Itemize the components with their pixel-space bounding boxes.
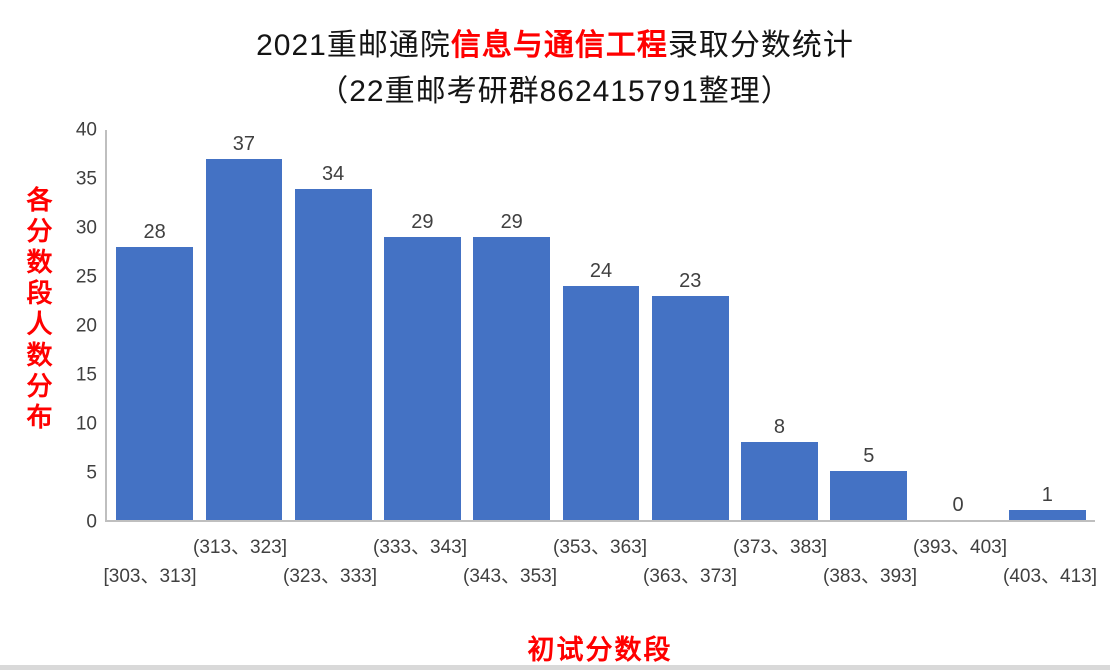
x-tick-label: (313、323] bbox=[192, 537, 288, 558]
x-tick-label: (393、403] bbox=[912, 537, 1008, 558]
bar-value-label: 24 bbox=[589, 260, 613, 282]
x-tick-label: (373、383] bbox=[732, 537, 828, 558]
bar-value-label: 1 bbox=[1041, 484, 1053, 507]
bar-slot: 29 bbox=[467, 130, 556, 520]
bar bbox=[294, 188, 372, 520]
chart-subtitle: （22重邮考研群862415791整理） bbox=[318, 75, 792, 108]
x-tick-label: (353、363] bbox=[552, 537, 648, 558]
chart-title: 2021重邮通院信息与通信工程录取分数统计 bbox=[0, 20, 1110, 64]
x-tick-label: (383、393] bbox=[822, 566, 918, 587]
x-tick-label: (343、353] bbox=[462, 566, 558, 587]
chart-title-suffix: 录取分数统计 bbox=[667, 29, 854, 62]
bottom-edge-strip bbox=[0, 665, 1110, 670]
bar-value-label: 29 bbox=[411, 211, 434, 234]
bar bbox=[205, 159, 283, 520]
bar bbox=[384, 237, 461, 520]
chart-title-highlight: 信息与通信工程 bbox=[450, 29, 668, 62]
bar bbox=[830, 471, 908, 520]
bar-slot: 29 bbox=[378, 130, 467, 520]
bar-slot: 0 bbox=[913, 130, 1002, 520]
bar-value-label: 23 bbox=[679, 269, 702, 292]
y-tick-label: 40 bbox=[75, 119, 97, 141]
y-tick-label: 15 bbox=[75, 364, 97, 386]
y-tick-label: 20 bbox=[75, 315, 97, 337]
bar-slot: 24 bbox=[556, 130, 645, 520]
y-tick-label: 0 bbox=[86, 511, 97, 533]
bar bbox=[1008, 510, 1086, 520]
bar-value-label: 8 bbox=[773, 416, 786, 438]
bar bbox=[562, 286, 640, 520]
bar-slot: 28 bbox=[110, 130, 199, 520]
y-tick-label: 35 bbox=[75, 168, 97, 190]
bar-value-label: 34 bbox=[322, 162, 345, 185]
x-axis-title: 初试分数段 bbox=[527, 635, 673, 665]
bar-slot: 8 bbox=[735, 130, 824, 520]
bar-value-label: 28 bbox=[143, 221, 166, 243]
bar-value-label: 0 bbox=[952, 494, 964, 516]
x-axis-tick-labels: [303、313] (313、323] (323、333] (333、343] (343… bbox=[103, 524, 1098, 596]
bar-slot: 5 bbox=[824, 130, 913, 520]
x-tick-label: (403、413] bbox=[1002, 566, 1098, 587]
chart-title-prefix: 2021重邮通院 bbox=[256, 29, 451, 62]
bar bbox=[116, 247, 194, 520]
bar-slot: 23 bbox=[646, 130, 735, 520]
bar-slot: 34 bbox=[289, 130, 378, 520]
plot-area: 28 37 34 29 29 24 23 8 5 0 1 bbox=[105, 130, 1095, 522]
y-tick-label: 10 bbox=[75, 413, 97, 435]
bar-slot: 1 bbox=[1003, 130, 1092, 520]
y-axis-tick-labels: 0 5 10 15 20 25 30 35 40 bbox=[0, 121, 97, 532]
y-tick-label: 5 bbox=[86, 462, 97, 484]
bar bbox=[473, 237, 551, 520]
bar bbox=[651, 295, 729, 520]
y-axis-title: 各分数段人数分布 bbox=[23, 186, 53, 434]
y-tick-label: 30 bbox=[75, 217, 97, 239]
bar-value-label: 37 bbox=[232, 133, 256, 156]
bar-value-label: 29 bbox=[500, 211, 523, 234]
x-tick-label: (363、373] bbox=[642, 566, 738, 587]
x-tick-label: (333、343] bbox=[372, 537, 468, 558]
bar-value-label: 5 bbox=[863, 445, 875, 468]
bars-container: 28 37 34 29 29 24 23 8 5 0 1 bbox=[107, 130, 1095, 520]
bar-slot: 37 bbox=[199, 130, 288, 520]
y-tick-label: 25 bbox=[75, 266, 97, 288]
bar bbox=[741, 442, 818, 520]
x-tick-label: (323、333] bbox=[282, 566, 378, 587]
x-tick-label: [303、313] bbox=[103, 566, 197, 587]
